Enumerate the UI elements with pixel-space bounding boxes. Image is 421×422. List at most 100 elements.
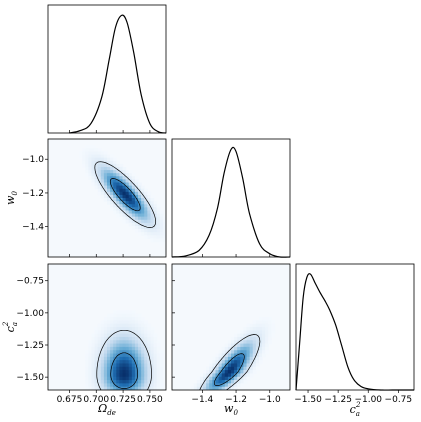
panel-w0-ca2-joint bbox=[171, 263, 291, 391]
density-cell bbox=[147, 198, 152, 202]
density-cell bbox=[156, 216, 161, 221]
contour-outer bbox=[94, 161, 157, 228]
density-cell bbox=[144, 210, 148, 215]
density-cell bbox=[258, 353, 263, 358]
density-cell bbox=[138, 191, 142, 196]
density-cell bbox=[85, 151, 89, 156]
density-cell bbox=[113, 157, 117, 162]
density-cell bbox=[141, 343, 145, 348]
density-cell bbox=[113, 350, 117, 355]
density-cell bbox=[147, 232, 152, 236]
density-cell bbox=[128, 313, 133, 318]
density-cell bbox=[141, 191, 145, 196]
density-cell bbox=[150, 238, 155, 243]
density-cell bbox=[138, 370, 142, 375]
density-cell bbox=[110, 353, 114, 358]
density-cell bbox=[153, 238, 158, 243]
density-cell bbox=[150, 380, 155, 384]
density-cell bbox=[159, 213, 164, 218]
density-cell bbox=[122, 360, 127, 365]
density-cell bbox=[138, 346, 142, 351]
density-cell bbox=[125, 198, 130, 202]
y-tick-label: −1.2 bbox=[22, 189, 44, 199]
density-cell bbox=[144, 229, 148, 233]
density-cell bbox=[131, 386, 136, 390]
density-cell bbox=[156, 350, 161, 355]
density-cell bbox=[134, 229, 139, 233]
density-cell bbox=[116, 356, 121, 361]
density-cell bbox=[119, 383, 124, 388]
density-cell bbox=[88, 386, 93, 390]
y-tick-label: −1.25 bbox=[16, 341, 44, 351]
density-cell bbox=[144, 366, 148, 371]
density-cell bbox=[113, 317, 117, 321]
density-cell bbox=[134, 207, 139, 212]
marginal-curve-ca2 bbox=[295, 273, 414, 391]
density-cell bbox=[100, 353, 105, 358]
density-cell bbox=[134, 216, 139, 221]
density-cell bbox=[103, 370, 108, 375]
density-cell bbox=[119, 194, 124, 199]
density-cell bbox=[97, 188, 102, 193]
density-cell bbox=[249, 360, 254, 365]
x-tick-label: 0.675 bbox=[57, 395, 83, 405]
density-cell bbox=[91, 343, 96, 348]
density-cell bbox=[153, 380, 158, 384]
density-cell bbox=[252, 350, 257, 355]
density-cell bbox=[100, 163, 105, 168]
density-cell bbox=[144, 353, 148, 358]
density-cell bbox=[131, 176, 136, 180]
density-cell bbox=[144, 360, 148, 365]
density-cell bbox=[103, 317, 108, 321]
density-cell bbox=[246, 336, 251, 341]
density-cell bbox=[221, 366, 226, 371]
density-cell bbox=[212, 356, 217, 361]
density-cell bbox=[88, 343, 93, 348]
density-cell bbox=[119, 366, 124, 371]
density-cell bbox=[100, 157, 105, 162]
density-cell bbox=[234, 383, 238, 388]
density-cell bbox=[240, 350, 245, 355]
density-cell bbox=[203, 376, 207, 381]
density-cell bbox=[255, 353, 260, 358]
density-cell bbox=[116, 370, 121, 375]
x-axis-label-ca2-main: c bbox=[350, 403, 356, 416]
density-cell bbox=[91, 370, 96, 375]
density-cell bbox=[265, 340, 269, 345]
density-cell bbox=[203, 386, 207, 390]
density-cell bbox=[94, 340, 99, 345]
density-cell bbox=[156, 204, 161, 208]
density-cell bbox=[144, 343, 148, 348]
density-cell bbox=[113, 343, 117, 348]
density-cell bbox=[131, 366, 136, 371]
density-cell bbox=[141, 201, 145, 205]
y-tick-label: −1.0 bbox=[22, 155, 44, 165]
density-cell bbox=[131, 333, 136, 338]
x-axis-label-w0-main: w bbox=[224, 402, 234, 415]
density-cell bbox=[116, 323, 121, 328]
density-cell bbox=[258, 356, 263, 361]
density-cell bbox=[144, 336, 148, 341]
x-axis-label-omega-main: Ω bbox=[97, 402, 107, 415]
density-cell bbox=[119, 323, 124, 328]
density-cell bbox=[107, 327, 111, 331]
density-cell bbox=[262, 350, 266, 355]
density-cell bbox=[147, 213, 152, 218]
density-cell bbox=[119, 327, 124, 331]
density-cell bbox=[119, 188, 124, 193]
density-cell bbox=[138, 360, 142, 365]
density-cell bbox=[224, 363, 229, 368]
density-cell bbox=[107, 386, 111, 390]
density-cell bbox=[131, 173, 136, 177]
density-cell bbox=[134, 373, 139, 378]
panel-w0-marginal bbox=[171, 138, 291, 258]
density-cell bbox=[125, 370, 130, 375]
density-cell bbox=[147, 350, 152, 355]
density-cell bbox=[103, 157, 108, 162]
density-cell bbox=[107, 350, 111, 355]
density-cell bbox=[116, 313, 121, 318]
density-cell bbox=[271, 320, 276, 325]
density-cell bbox=[103, 191, 108, 196]
density-cell bbox=[122, 383, 127, 388]
density-cell bbox=[156, 370, 161, 375]
